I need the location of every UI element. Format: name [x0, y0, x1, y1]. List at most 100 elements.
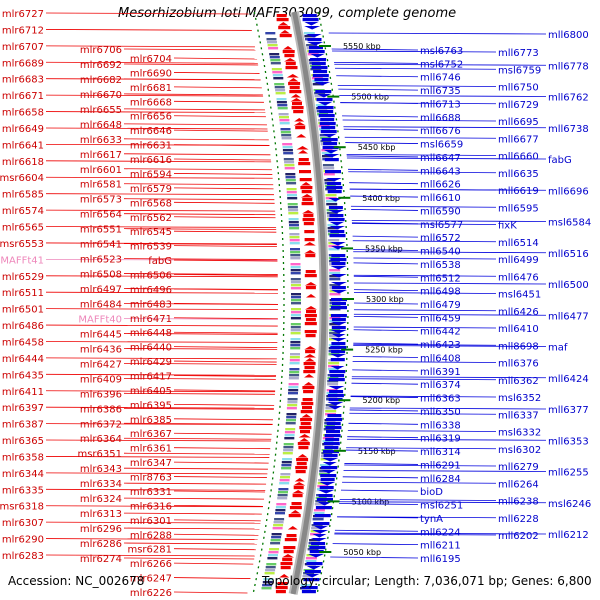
left-leader-line — [45, 505, 263, 508]
right-gene-label: mll6228 — [498, 514, 539, 525]
left-leader-line — [173, 533, 259, 536]
plus-strand-gene-arrow — [328, 386, 345, 390]
plus-strand-gene-block — [330, 258, 347, 262]
cog-track-outer-segment — [268, 554, 278, 557]
left-gene-label: mlr6706 — [80, 45, 122, 56]
plus-strand-gene-block — [328, 398, 343, 402]
right-leader-line — [353, 249, 419, 251]
minus-strand-gene-block — [295, 126, 306, 130]
minus-strand-gene-block — [289, 506, 302, 510]
cog-track-outer-segment — [291, 296, 301, 299]
plus-strand-gene-arrow — [324, 150, 339, 154]
left-gene-label: mlr6574 — [2, 206, 44, 217]
right-gene-label: mll6442 — [420, 327, 461, 338]
cog-track-outer-segment — [285, 428, 296, 431]
cog-track-outer-segment — [290, 317, 301, 320]
minus-strand-gene-arrow — [301, 414, 312, 418]
plus-strand-gene-arrow — [329, 242, 346, 246]
right-leader-line — [350, 205, 497, 208]
plus-strand-gene-arrow — [330, 246, 345, 250]
right-gene-label: fixK — [498, 221, 517, 232]
minus-strand-gene-arrow — [284, 58, 297, 62]
left-gene-label: mlr6411 — [2, 387, 44, 398]
left-leader-line — [123, 273, 278, 275]
left-leader-line — [123, 497, 265, 500]
left-gene-label: mlr6523 — [80, 255, 122, 266]
right-leader-line — [353, 251, 547, 254]
left-gene-label: mlr6444 — [2, 354, 44, 365]
cog-track-outer-segment — [290, 254, 301, 257]
right-leader-line — [343, 128, 419, 131]
plus-strand-gene-block — [313, 522, 330, 526]
right-gene-label: mll6500 — [548, 280, 589, 291]
right-gene-label: mll6738 — [548, 124, 589, 135]
minus-strand-gene-block — [277, 582, 288, 586]
accession-text: Accession: NC_002678 — [8, 574, 145, 588]
right-leader-line — [334, 61, 419, 64]
left-gene-label: mlr6436 — [80, 344, 122, 355]
plus-strand-gene-block — [317, 498, 333, 502]
left-leader-line — [173, 389, 276, 392]
plus-strand-gene-block — [327, 190, 342, 194]
cog-track-outer-segment — [287, 203, 298, 206]
right-leader-line — [338, 88, 419, 91]
right-gene-label: mll6337 — [498, 410, 539, 421]
cog-track-outer-segment — [279, 116, 289, 119]
right-leader-line — [336, 75, 419, 78]
cog-track-outer-segment — [271, 536, 282, 539]
plus-strand-gene-arrow — [323, 154, 340, 158]
plus-strand-gene-block — [311, 66, 328, 70]
right-leader-line — [351, 382, 419, 385]
left-leader-line — [123, 108, 266, 111]
left-leader-line — [173, 86, 262, 89]
cog-track-outer-segment — [277, 497, 288, 500]
kbp-tick-label: 5200 kbp — [362, 396, 400, 405]
plus-strand-gene-block — [326, 422, 341, 426]
plus-strand-gene-block — [320, 130, 337, 134]
left-gene-label: mlr6631 — [130, 141, 172, 152]
left-leader-line — [123, 228, 277, 231]
cog-track-outer-segment — [291, 308, 301, 311]
right-gene-label: mll6410 — [498, 324, 539, 335]
plus-strand-gene-block — [322, 146, 339, 150]
right-leader-line — [328, 32, 547, 35]
cog-track-outer-segment — [289, 368, 300, 371]
cog-track-outer-segment — [273, 77, 284, 80]
plus-strand-gene-block — [330, 374, 345, 378]
right-leader-line — [349, 412, 497, 415]
cog-track-outer-segment — [288, 218, 299, 221]
left-leader-line — [123, 258, 278, 260]
left-gene-label: fabG — [148, 256, 172, 267]
cog-track-outer-segment — [281, 464, 292, 467]
plus-strand-gene-arrow — [321, 470, 336, 474]
cog-track-outer-segment — [275, 512, 285, 515]
cog-track-inner-segment — [322, 155, 333, 158]
left-gene-label: mlr6496 — [130, 285, 172, 296]
cog-track-outer-segment — [290, 251, 301, 254]
left-gene-label: mlr6409 — [80, 374, 122, 385]
minus-strand-gene-block — [291, 502, 302, 506]
left-gene-label: mlr6316 — [130, 501, 172, 512]
minus-strand-gene-block — [298, 162, 311, 166]
cog-track-outer-segment — [261, 587, 272, 590]
plus-strand-gene-block — [311, 62, 326, 66]
plus-strand-gene-block — [329, 370, 346, 374]
right-leader-line — [342, 115, 419, 118]
minus-strand-gene-block — [296, 462, 307, 466]
plus-strand-gene-block — [309, 550, 324, 554]
right-leader-line — [346, 157, 547, 160]
left-gene-label: mlr6347 — [130, 458, 172, 469]
cog-track-inner-segment — [325, 194, 337, 197]
left-leader-line — [123, 437, 272, 440]
left-gene-label: mlr6670 — [80, 90, 122, 101]
left-leader-line — [123, 168, 272, 171]
cog-track-inner-segment — [329, 275, 341, 278]
cog-track-inner-segment — [326, 203, 338, 206]
cog-track-outer-segment — [270, 62, 281, 65]
left-leader-line — [173, 403, 275, 406]
right-leader-line — [351, 376, 547, 379]
right-gene-label: mll6595 — [498, 203, 539, 214]
plus-strand-gene-arrow — [304, 22, 319, 26]
plus-strand-gene-arrow — [325, 178, 342, 182]
cog-track-outer-segment — [270, 542, 281, 545]
